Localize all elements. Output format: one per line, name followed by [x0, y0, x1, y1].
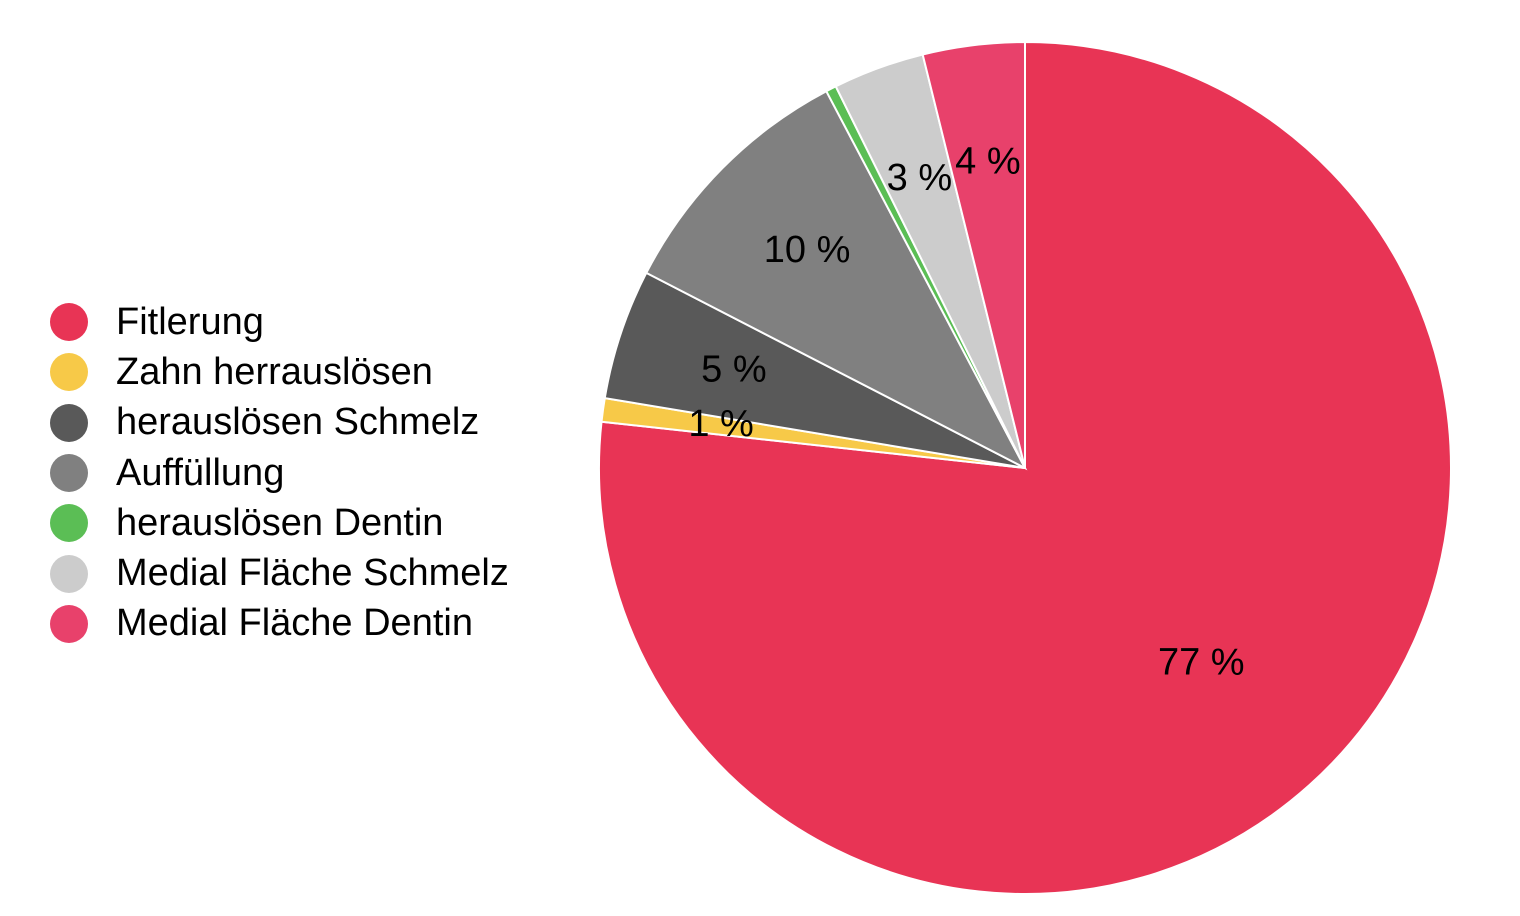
- legend-swatch: [50, 554, 88, 593]
- legend-item: Medial Fläche Schmelz: [50, 548, 590, 598]
- legend-label: Auffüllung: [116, 451, 285, 494]
- legend-label: Medial Fläche Schmelz: [116, 552, 509, 595]
- slice-data-label: 4 %: [955, 141, 1020, 183]
- slice-data-label: 3 %: [887, 157, 952, 199]
- slice-data-label: 1 %: [688, 403, 753, 445]
- legend-swatch: [50, 303, 88, 342]
- legend-item: herauslösen Dentin: [50, 498, 590, 548]
- slice-data-label: 5 %: [701, 348, 766, 390]
- slice-data-label: 10 %: [764, 229, 851, 271]
- legend-swatch: [50, 403, 88, 442]
- legend-item: Zahn herrauslösen: [50, 347, 590, 397]
- legend-swatch: [50, 353, 88, 392]
- legend-label: Medial Fläche Dentin: [116, 602, 473, 645]
- chart-legend: Fitlerung Zahn herrauslösen herauslösen Sc…: [50, 297, 590, 649]
- legend-swatch: [50, 504, 88, 543]
- legend-item: herauslösen Schmelz: [50, 398, 590, 448]
- legend-item: Fitlerung: [50, 297, 590, 347]
- legend-label: Zahn herrauslösen: [116, 350, 433, 393]
- legend-swatch: [50, 604, 88, 643]
- legend-swatch: [50, 454, 88, 493]
- legend-item: Auffüllung: [50, 448, 590, 498]
- legend-label: Fitlerung: [116, 300, 264, 343]
- legend-label: herauslösen Dentin: [116, 501, 444, 544]
- pie-slice: [921, 40, 1026, 469]
- pie-slice: [644, 89, 1028, 471]
- legend-label: herauslösen Schmelz: [116, 401, 480, 444]
- slice-data-label: 77 %: [1158, 642, 1245, 684]
- legend-item: Medial Fläche Dentin: [50, 599, 590, 649]
